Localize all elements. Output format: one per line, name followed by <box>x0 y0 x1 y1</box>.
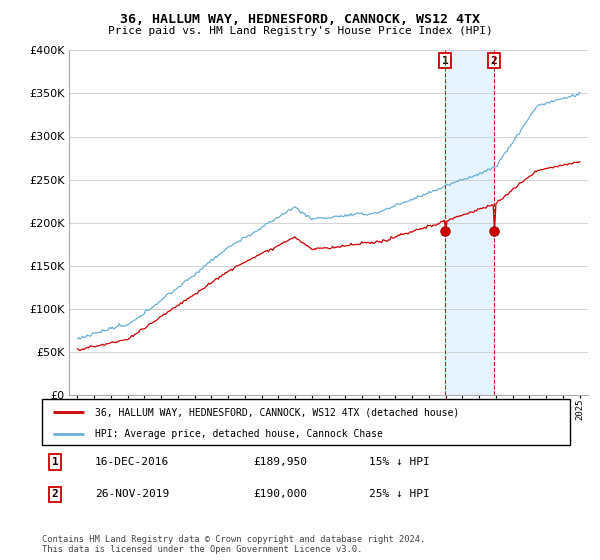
Text: £189,950: £189,950 <box>253 457 307 467</box>
Text: 26-NOV-2019: 26-NOV-2019 <box>95 489 169 500</box>
Text: HPI: Average price, detached house, Cannock Chase: HPI: Average price, detached house, Cann… <box>95 429 383 438</box>
Text: 1: 1 <box>442 55 448 66</box>
Text: 2: 2 <box>491 55 497 66</box>
Text: 15% ↓ HPI: 15% ↓ HPI <box>370 457 430 467</box>
Bar <box>445 50 494 395</box>
Text: 1: 1 <box>52 457 59 467</box>
Text: 36, HALLUM WAY, HEDNESFORD, CANNOCK, WS12 4TX: 36, HALLUM WAY, HEDNESFORD, CANNOCK, WS1… <box>120 13 480 26</box>
Text: Contains HM Land Registry data © Crown copyright and database right 2024.
This d: Contains HM Land Registry data © Crown c… <box>42 535 425 554</box>
Text: £190,000: £190,000 <box>253 489 307 500</box>
FancyBboxPatch shape <box>42 399 570 445</box>
Text: 2: 2 <box>52 489 59 500</box>
Text: 36, HALLUM WAY, HEDNESFORD, CANNOCK, WS12 4TX (detached house): 36, HALLUM WAY, HEDNESFORD, CANNOCK, WS1… <box>95 407 459 417</box>
Text: 25% ↓ HPI: 25% ↓ HPI <box>370 489 430 500</box>
Text: 16-DEC-2016: 16-DEC-2016 <box>95 457 169 467</box>
Text: Price paid vs. HM Land Registry's House Price Index (HPI): Price paid vs. HM Land Registry's House … <box>107 26 493 36</box>
